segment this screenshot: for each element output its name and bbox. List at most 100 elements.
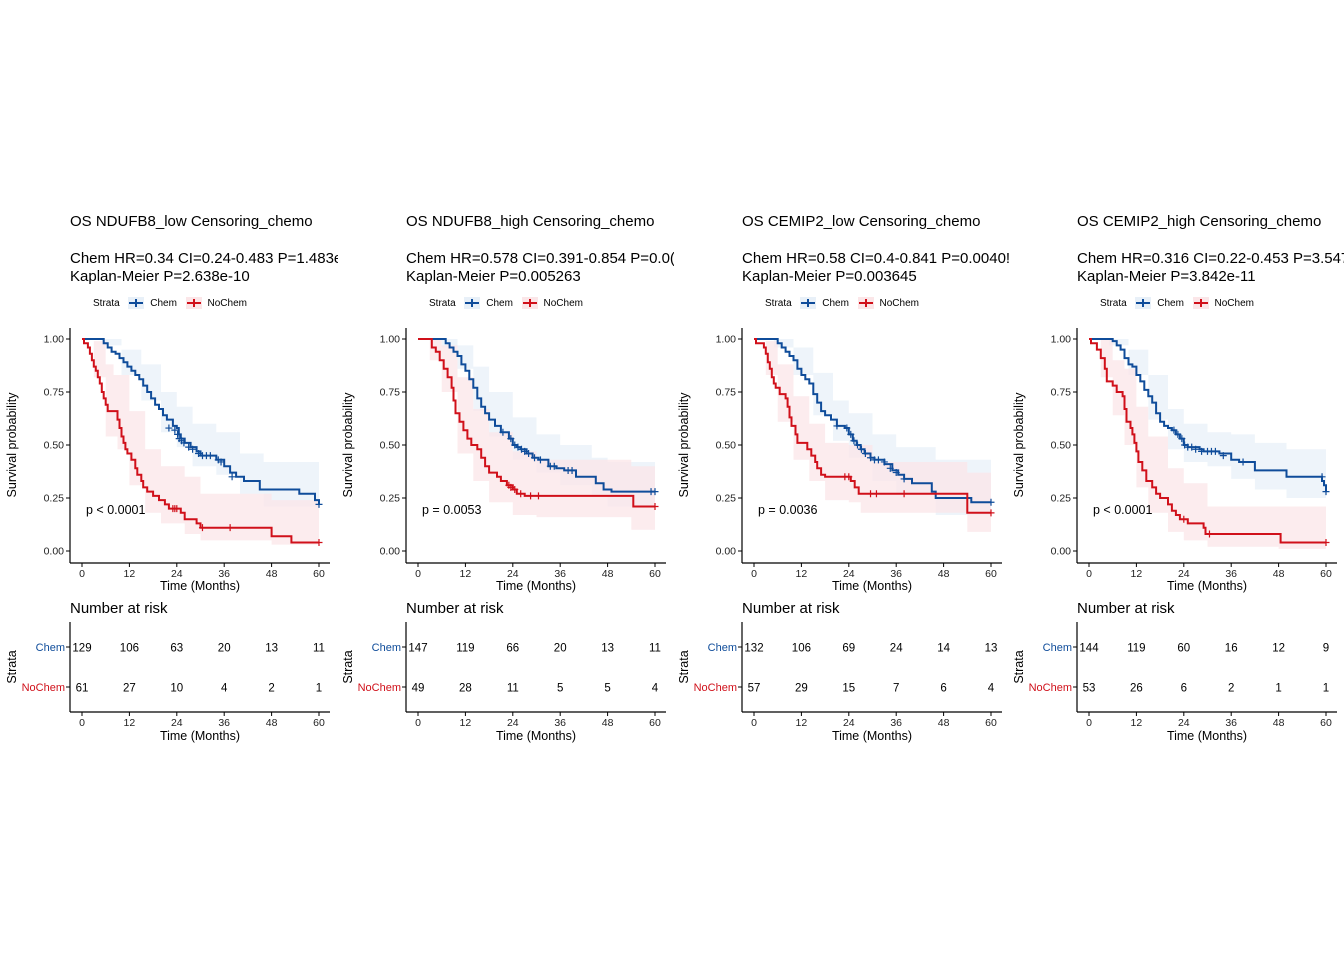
censor-mark-nochem (198, 524, 206, 532)
km-pvalue-subtitle: Kaplan-Meier P=0.005263 (406, 268, 581, 285)
risk-y-axis-label: Strata (5, 650, 19, 683)
survival-curve-nochem (82, 338, 319, 544)
risk-count-nochem: 11 (507, 683, 519, 695)
legend-key-chem-icon (800, 297, 817, 309)
risk-strata-label-nochem: NoChem (358, 682, 401, 694)
censor-mark-chem (531, 454, 539, 462)
risk-count-chem: 132 (744, 643, 763, 655)
risk-x-tick-label: 36 (890, 717, 902, 729)
risk-x-tick-label: 0 (1086, 717, 1092, 729)
censor-mark-chem (1178, 435, 1186, 443)
censor-mark-chem (1170, 426, 1178, 434)
y-tick-label: 0.50 (1051, 440, 1072, 452)
x-tick-label: 60 (313, 568, 325, 580)
risk-count-chem: 66 (506, 643, 519, 655)
y-axis-label: Survival probability (1012, 392, 1026, 498)
risk-count-nochem: 7 (893, 683, 899, 695)
ci-band-nochem (82, 339, 319, 545)
censor-mark-chem (833, 422, 841, 430)
risk-x-tick-label: 24 (843, 717, 855, 729)
censor-mark-nochem (651, 502, 659, 510)
logrank-pvalue-label: p = 0.0053 (422, 503, 481, 517)
legend-label-chem: Chem (822, 297, 849, 309)
risk-count-chem: 106 (120, 643, 139, 655)
legend-label-chem: Chem (486, 297, 513, 309)
y-tick-label: 1.00 (1051, 334, 1072, 346)
risk-count-chem: 63 (170, 643, 183, 655)
risk-x-tick-label: 48 (602, 717, 614, 729)
x-tick-label: 36 (554, 568, 566, 580)
legend-key-nochem-icon (185, 297, 202, 309)
x-tick-label: 60 (985, 568, 997, 580)
risk-count-chem: 12 (1272, 643, 1285, 655)
risk-table-title: Number at risk (1077, 600, 1175, 617)
legend: Strata Chem NoChem (1007, 297, 1344, 309)
legend-key-nochem-icon (1192, 297, 1209, 309)
risk-x-tick-label: 24 (1178, 717, 1190, 729)
logrank-pvalue-label: p < 0.0001 (1093, 503, 1152, 517)
censor-mark-chem (206, 452, 214, 460)
risk-count-nochem: 6 (1181, 683, 1187, 695)
risk-count-nochem: 61 (76, 683, 89, 695)
risk-count-nochem: 4 (652, 683, 659, 695)
legend-title: Strata (93, 297, 120, 309)
censor-mark-nochem (1322, 539, 1330, 547)
risk-table-title: Number at risk (70, 600, 168, 617)
risk-count-nochem: 1 (1275, 683, 1281, 695)
risk-count-nochem: 5 (557, 683, 563, 695)
risk-x-tick-label: 36 (1225, 717, 1237, 729)
censor-mark-chem (843, 424, 851, 432)
risk-count-chem: 13 (985, 643, 998, 655)
censor-mark-chem (1198, 447, 1206, 455)
risk-count-chem: 60 (1177, 643, 1190, 655)
y-axis-label: Survival probability (5, 392, 19, 498)
plot-title: OS CEMIP2_low Censoring_chemo (742, 213, 981, 230)
risk-count-chem: 106 (792, 643, 811, 655)
ci-band-chem (82, 339, 319, 522)
risk-x-tick-label: 60 (985, 717, 997, 729)
censor-mark-nochem (900, 490, 908, 498)
censor-mark-chem (521, 447, 529, 455)
risk-count-chem: 119 (1127, 643, 1145, 655)
y-tick-label: 0.75 (44, 387, 65, 399)
risk-count-chem: 11 (313, 643, 325, 655)
risk-strata-label-nochem: NoChem (22, 682, 65, 694)
censor-mark-chem (514, 443, 522, 451)
x-tick-label: 0 (415, 568, 421, 580)
censor-mark-chem (1188, 443, 1196, 451)
censor-mark-nochem (173, 505, 181, 513)
censor-mark-chem (1219, 452, 1227, 460)
plot-title: OS NDUFB8_high Censoring_chemo (406, 213, 655, 230)
km-pvalue-subtitle: Kaplan-Meier P=0.003645 (742, 268, 917, 285)
km-panel-1: 0.00 0.25 0.50 0.75 1.00 0 12 24 36 48 60 Time (Mon… (0, 0, 340, 960)
risk-count-nochem: 57 (748, 683, 761, 695)
x-tick-label: 36 (218, 568, 230, 580)
censor-mark-nochem (987, 509, 995, 517)
y-tick-label: 0.25 (44, 493, 65, 505)
y-tick-label: 0.25 (716, 493, 737, 505)
y-tick-label: 0.50 (380, 440, 401, 452)
x-tick-label: 48 (266, 568, 278, 580)
censor-mark-chem (874, 456, 882, 464)
y-tick-label: 0.00 (1051, 546, 1072, 558)
legend-key-chem-icon (464, 297, 481, 309)
risk-count-nochem: 1 (316, 683, 322, 695)
censor-mark-chem (550, 462, 558, 470)
risk-count-nochem: 4 (988, 683, 995, 695)
survival-curve-chem (82, 338, 320, 505)
legend-key-nochem-icon (857, 297, 874, 309)
survival-curve-nochem (754, 338, 991, 514)
ci-band-chem (1089, 339, 1326, 507)
risk-count-nochem: 29 (795, 683, 808, 695)
risk-count-nochem: 10 (170, 683, 183, 695)
legend: Strata Chem NoChem (672, 297, 1012, 309)
censor-mark-chem (987, 498, 995, 506)
y-tick-label: 1.00 (44, 334, 65, 346)
censor-mark-chem (228, 473, 236, 481)
x-tick-label: 0 (1086, 568, 1092, 580)
x-tick-label: 24 (843, 568, 855, 580)
legend-label-nochem: NoChem (207, 297, 247, 309)
censor-mark-nochem (517, 490, 525, 498)
censor-mark-chem (180, 439, 188, 447)
